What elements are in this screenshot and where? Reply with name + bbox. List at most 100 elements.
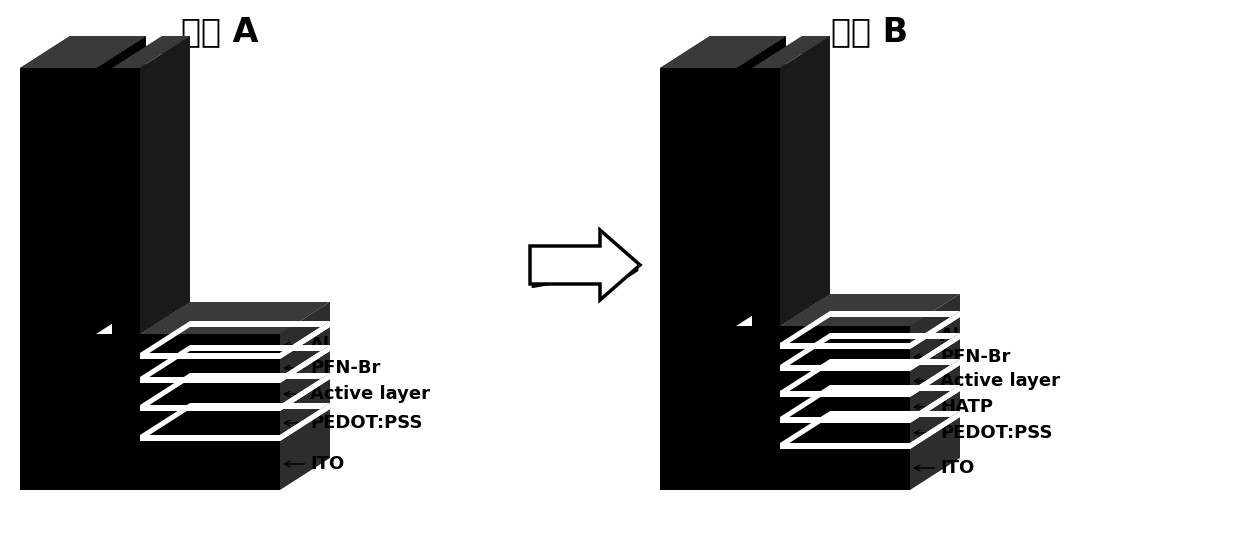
Polygon shape — [780, 414, 960, 446]
Polygon shape — [780, 311, 830, 349]
Text: PEDOT:PSS: PEDOT:PSS — [284, 414, 423, 432]
Polygon shape — [780, 36, 830, 326]
Polygon shape — [737, 68, 751, 326]
Polygon shape — [140, 302, 330, 334]
Polygon shape — [780, 420, 910, 446]
Polygon shape — [20, 68, 95, 334]
Polygon shape — [95, 36, 162, 68]
Polygon shape — [751, 36, 802, 326]
Polygon shape — [280, 373, 330, 411]
Polygon shape — [140, 321, 330, 359]
Polygon shape — [140, 356, 280, 380]
Polygon shape — [780, 314, 960, 346]
Polygon shape — [910, 411, 960, 449]
Polygon shape — [751, 68, 780, 326]
Polygon shape — [140, 334, 280, 356]
Polygon shape — [280, 302, 330, 356]
Text: 器件 A: 器件 A — [181, 15, 259, 49]
Polygon shape — [780, 446, 910, 490]
Text: PFN-Br: PFN-Br — [914, 348, 1011, 366]
Polygon shape — [737, 36, 786, 326]
Polygon shape — [780, 417, 910, 423]
Polygon shape — [140, 324, 330, 356]
Polygon shape — [140, 36, 190, 334]
Polygon shape — [780, 443, 910, 449]
Polygon shape — [140, 377, 280, 383]
Polygon shape — [780, 359, 960, 397]
Polygon shape — [140, 376, 330, 408]
Polygon shape — [780, 385, 960, 423]
Polygon shape — [112, 36, 162, 334]
Polygon shape — [660, 36, 830, 68]
Polygon shape — [140, 353, 280, 359]
Polygon shape — [280, 348, 330, 408]
Polygon shape — [140, 36, 190, 334]
Polygon shape — [751, 36, 830, 68]
Polygon shape — [910, 385, 960, 423]
Polygon shape — [780, 333, 960, 371]
Polygon shape — [910, 314, 960, 368]
Polygon shape — [140, 406, 330, 438]
Polygon shape — [280, 376, 330, 438]
Polygon shape — [140, 405, 280, 411]
Polygon shape — [112, 36, 190, 68]
Polygon shape — [780, 336, 960, 368]
Polygon shape — [140, 373, 190, 411]
Polygon shape — [660, 68, 737, 326]
Polygon shape — [780, 394, 910, 420]
Text: PFN-Br: PFN-Br — [284, 359, 381, 377]
Polygon shape — [140, 345, 330, 383]
Polygon shape — [280, 403, 330, 441]
Polygon shape — [140, 321, 190, 359]
Polygon shape — [780, 294, 960, 326]
Polygon shape — [780, 391, 910, 397]
Polygon shape — [280, 321, 330, 359]
Text: Active layer: Active layer — [284, 385, 430, 403]
Polygon shape — [140, 408, 280, 438]
Polygon shape — [780, 333, 830, 371]
Polygon shape — [95, 36, 146, 334]
Polygon shape — [780, 368, 910, 394]
Polygon shape — [140, 348, 330, 380]
Text: ITO: ITO — [284, 455, 345, 473]
Polygon shape — [20, 36, 190, 68]
Polygon shape — [910, 362, 960, 420]
Polygon shape — [780, 36, 830, 326]
Polygon shape — [529, 230, 640, 300]
Polygon shape — [780, 346, 910, 368]
Polygon shape — [910, 294, 960, 346]
Polygon shape — [280, 345, 330, 383]
Text: Al: Al — [914, 327, 960, 345]
Polygon shape — [112, 68, 140, 334]
Polygon shape — [140, 403, 190, 441]
Text: 器件 B: 器件 B — [832, 15, 909, 49]
Polygon shape — [660, 68, 780, 490]
Polygon shape — [910, 333, 960, 371]
Polygon shape — [140, 435, 280, 441]
Polygon shape — [780, 326, 910, 346]
Polygon shape — [780, 411, 960, 449]
Polygon shape — [780, 385, 830, 423]
Polygon shape — [910, 414, 960, 490]
Polygon shape — [280, 406, 330, 490]
Text: HATP: HATP — [914, 398, 993, 416]
Text: Active layer: Active layer — [914, 372, 1060, 390]
Text: ITO: ITO — [914, 459, 975, 477]
Polygon shape — [780, 343, 910, 349]
Polygon shape — [910, 359, 960, 397]
Polygon shape — [140, 373, 330, 411]
Polygon shape — [140, 380, 280, 408]
Polygon shape — [737, 36, 802, 68]
Polygon shape — [140, 403, 330, 441]
Text: PEDOT:PSS: PEDOT:PSS — [914, 424, 1053, 442]
Polygon shape — [780, 311, 960, 349]
Polygon shape — [910, 336, 960, 394]
Polygon shape — [140, 345, 190, 383]
Polygon shape — [910, 388, 960, 446]
Polygon shape — [95, 36, 146, 334]
Polygon shape — [780, 411, 830, 449]
Polygon shape — [780, 365, 910, 371]
Polygon shape — [660, 36, 786, 68]
Polygon shape — [737, 36, 786, 326]
Polygon shape — [95, 68, 112, 334]
